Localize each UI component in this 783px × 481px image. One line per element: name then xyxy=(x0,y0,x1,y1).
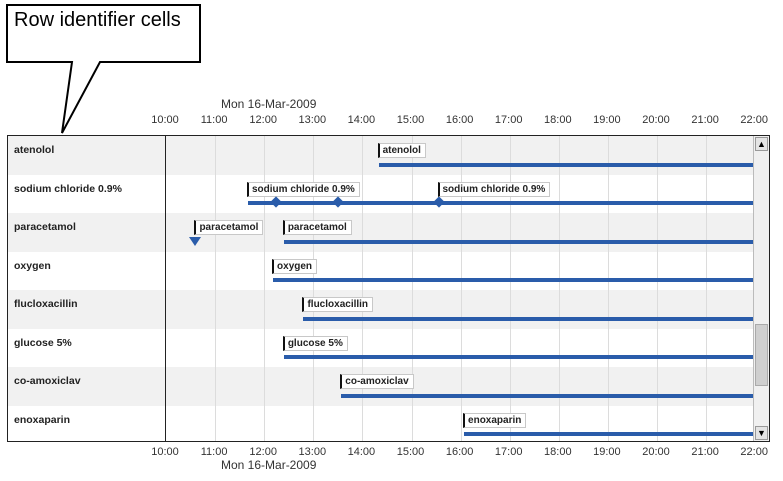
administration-bar[interactable] xyxy=(341,393,756,398)
tick-label-bottom: 20:00 xyxy=(642,446,670,458)
gridline xyxy=(460,136,462,441)
callout-shape xyxy=(6,4,201,134)
vertical-scrollbar[interactable]: ▲ ▼ xyxy=(753,136,769,441)
table-row[interactable]: glucose 5% xyxy=(8,329,755,368)
gridline xyxy=(264,136,266,441)
tick-label-top: 17:00 xyxy=(494,114,523,126)
row-identifier-cell[interactable]: flucloxacillin xyxy=(14,298,78,310)
tick-label-top: 20:00 xyxy=(642,114,670,126)
tick-label-bottom: 16:00 xyxy=(445,446,474,458)
tick-label-bottom: 17:00 xyxy=(494,446,523,458)
administration-bar[interactable] xyxy=(283,239,756,244)
tick-label-top: 10:00 xyxy=(151,114,179,126)
tick-label-bottom: 10:00 xyxy=(151,446,179,458)
scroll-thumb[interactable] xyxy=(755,324,768,386)
tick-label-top: 12:00 xyxy=(249,114,277,126)
tick-label-bottom: 19:00 xyxy=(593,446,621,458)
tick-label-top: 15:00 xyxy=(396,114,425,126)
event-label[interactable]: oxygen xyxy=(272,258,318,274)
row-identifier-cell[interactable]: enoxaparin xyxy=(14,413,71,426)
current-time-line xyxy=(165,136,166,441)
event-label[interactable]: glucose 5% xyxy=(282,335,348,351)
gridline xyxy=(411,136,413,441)
gridline xyxy=(706,136,708,441)
table-row[interactable]: enoxaparin xyxy=(8,406,755,442)
administration-bar[interactable] xyxy=(464,432,756,436)
row-identifier-cell[interactable]: glucose 5% xyxy=(14,336,72,349)
table-row[interactable]: flucloxacillin xyxy=(8,290,755,329)
administration-bar[interactable] xyxy=(283,355,756,359)
single-dose-marker-icon[interactable] xyxy=(189,236,202,246)
timeline-chart: atenolol sodium chloride 0.9% paracetamol o… xyxy=(7,135,770,442)
event-label[interactable]: sodium chloride 0.9% xyxy=(246,181,360,197)
table-row[interactable]: paracetamol xyxy=(8,213,755,252)
tick-label-top: 14:00 xyxy=(347,114,376,126)
tick-label-bottom: 15:00 xyxy=(396,446,425,458)
event-label[interactable]: enoxaparin xyxy=(463,412,527,428)
event-label[interactable]: atenolol xyxy=(377,143,426,158)
tick-label-bottom: 13:00 xyxy=(298,446,327,458)
event-label[interactable]: flucloxacillin xyxy=(302,297,374,312)
scroll-down-button[interactable]: ▼ xyxy=(755,426,768,440)
row-identifier-cell[interactable]: sodium chloride 0.9% xyxy=(14,182,122,195)
scroll-up-button[interactable]: ▲ xyxy=(755,137,768,151)
callout-text: Row identifier cells xyxy=(14,9,181,31)
administration-bar[interactable] xyxy=(378,162,756,167)
table-row[interactable]: oxygen xyxy=(8,252,755,291)
tick-label-bottom: 22:00 xyxy=(740,446,768,458)
gridline xyxy=(558,136,560,441)
tick-label-bottom: 21:00 xyxy=(691,446,719,458)
gridline xyxy=(509,136,511,441)
administration-bar[interactable] xyxy=(247,201,756,205)
table-row[interactable]: sodium chloride 0.9% xyxy=(8,175,755,214)
gridline xyxy=(215,136,217,441)
row-identifier-cell[interactable]: co-amoxiclav xyxy=(14,375,81,387)
tick-label-top: 13:00 xyxy=(298,114,327,126)
row-identifier-cell[interactable]: paracetamol xyxy=(14,221,76,233)
tick-label-bottom: 18:00 xyxy=(544,446,572,458)
date-label-bottom: Mon 16-Mar-2009 xyxy=(221,458,317,472)
event-label[interactable]: paracetamol xyxy=(282,220,352,235)
tick-label-top: 22:00 xyxy=(740,114,768,126)
date-label-top: Mon 16-Mar-2009 xyxy=(221,97,317,111)
gridline xyxy=(313,136,315,441)
tick-label-top: 21:00 xyxy=(691,114,719,126)
gridline xyxy=(657,136,658,441)
administration-bar[interactable] xyxy=(303,316,756,321)
gridline xyxy=(607,136,609,441)
gridline xyxy=(362,136,364,441)
row-identifier-cell[interactable]: atenolol xyxy=(14,144,55,156)
tick-label-bottom: 11:00 xyxy=(200,446,228,458)
event-label[interactable]: sodium chloride 0.9% xyxy=(437,181,551,197)
event-label[interactable]: co-amoxiclav xyxy=(340,374,414,389)
tick-label-bottom: 14:00 xyxy=(347,446,376,458)
tick-label-top: 18:00 xyxy=(544,114,572,126)
event-label[interactable]: paracetamol xyxy=(194,220,264,235)
tick-label-top: 19:00 xyxy=(593,114,621,126)
tick-label-top: 11:00 xyxy=(200,114,228,126)
row-identifier-cell[interactable]: oxygen xyxy=(14,259,51,272)
administration-bar[interactable] xyxy=(273,278,756,282)
tick-label-bottom: 12:00 xyxy=(249,446,277,458)
tick-label-top: 16:00 xyxy=(445,114,474,126)
